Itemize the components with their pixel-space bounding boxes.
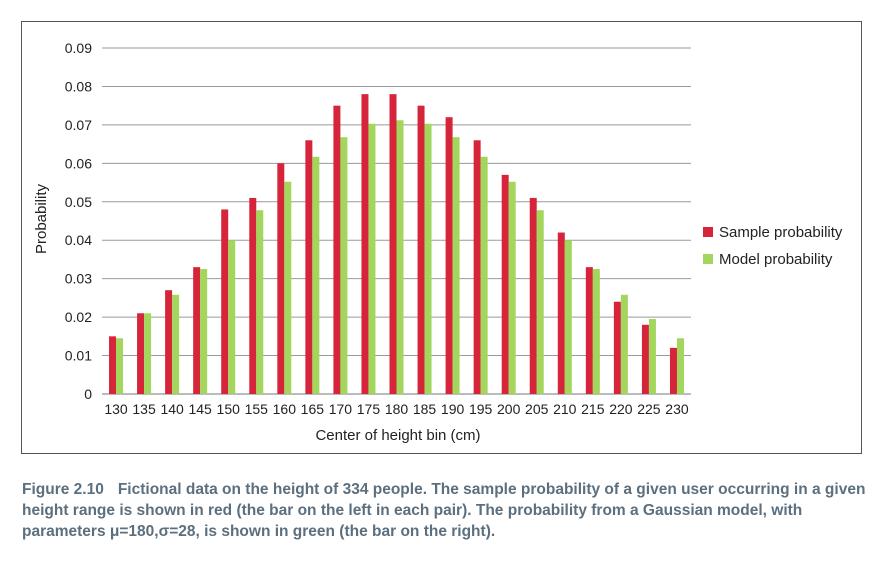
model-bar-155: [256, 210, 264, 394]
sample-bar-185: [417, 105, 425, 395]
model-bar-195: [480, 156, 488, 394]
figure-caption: Figure 2.10 Fictional data on the height …: [22, 479, 872, 542]
sample-bar-195: [473, 140, 481, 394]
y-tick-labels: 0 0.01 0.02 0.03 0.04 0.05 0.06 0.07 0.08 0.09: [65, 40, 92, 402]
sample-bar-130: [109, 336, 117, 394]
y-tick-label: 0.06: [65, 155, 92, 171]
x-tick-label: 180: [385, 401, 409, 417]
model-bar-200: [508, 181, 516, 394]
x-tick-label: 130: [104, 401, 128, 417]
sample-bar-160: [277, 163, 285, 394]
y-tick-label: 0.09: [65, 40, 92, 56]
sample-bar-215: [585, 267, 593, 394]
model-bar-180: [396, 120, 404, 394]
x-tick-label: 220: [609, 401, 633, 417]
model-bar-170: [340, 137, 348, 394]
model-bar-185: [424, 123, 432, 394]
x-tick-label: 195: [469, 401, 493, 417]
y-tick-label: 0.02: [65, 309, 92, 325]
legend-swatch-model: [703, 254, 713, 264]
model-bar-130: [116, 338, 124, 394]
sample-bar-175: [361, 94, 369, 394]
model-bar-145: [200, 269, 208, 394]
sample-bar-150: [221, 209, 229, 394]
x-tick-label: 230: [665, 401, 689, 417]
x-axis-title: Center of height bin (cm): [315, 427, 480, 444]
x-tick-label: 155: [245, 401, 269, 417]
model-bar-215: [592, 269, 600, 394]
x-tick-label: 225: [637, 401, 661, 417]
model-bar-160: [284, 181, 292, 394]
sample-bar-170: [333, 105, 341, 395]
model-bar-220: [620, 294, 628, 394]
chart-frame: 130 135 140 145 150 155 160 165 170 175 180 185 190 1…: [21, 21, 862, 454]
x-tick-label: 160: [273, 401, 297, 417]
model-bar-135: [144, 313, 152, 394]
sample-bar-190: [445, 117, 453, 394]
sample-bar-165: [305, 140, 313, 394]
x-tick-label: 150: [217, 401, 241, 417]
x-tick-label: 185: [413, 401, 437, 417]
y-axis-title: Probability: [33, 183, 50, 254]
sample-bar-210: [557, 232, 565, 394]
x-tick-labels: 130 135 140 145 150 155 160 165 170 175 180 185 190 1…: [104, 401, 689, 417]
x-tick-label: 145: [188, 401, 212, 417]
x-tick-label: 200: [497, 401, 521, 417]
sample-bar-155: [249, 197, 257, 394]
bars: [109, 94, 684, 395]
legend-swatch-sample: [703, 227, 713, 237]
legend-label-sample: Sample probability: [719, 224, 843, 241]
sample-bar-140: [165, 290, 173, 394]
legend: Sample probability Model probability: [703, 224, 843, 268]
model-bar-205: [536, 210, 544, 394]
x-tick-label: 165: [301, 401, 325, 417]
sample-bar-200: [501, 174, 509, 394]
model-bar-210: [564, 240, 572, 394]
x-tick-label: 215: [581, 401, 605, 417]
y-tick-label: 0.03: [65, 271, 92, 287]
x-tick-label: 135: [132, 401, 156, 417]
y-tick-label: 0: [84, 386, 92, 402]
y-tick-label: 0.08: [65, 78, 92, 94]
sample-bar-225: [641, 324, 649, 394]
bar-chart: 130 135 140 145 150 155 160 165 170 175 180 185 190 1…: [33, 40, 843, 444]
sample-bar-205: [529, 197, 537, 394]
model-bar-225: [648, 319, 656, 394]
x-tick-label: 175: [357, 401, 381, 417]
caption-label: Figure 2.10: [22, 481, 104, 498]
sample-bar-220: [613, 301, 621, 394]
y-tick-label: 0.04: [65, 232, 92, 248]
model-bar-175: [368, 123, 376, 394]
legend-label-model: Model probability: [719, 251, 833, 268]
model-bar-150: [228, 240, 236, 394]
model-bar-165: [312, 156, 320, 394]
model-bar-230: [676, 338, 684, 394]
x-tick-label: 210: [553, 401, 577, 417]
y-tick-label: 0.07: [65, 117, 92, 133]
x-tick-label: 140: [160, 401, 184, 417]
caption-text: Fictional data on the height of 334 peop…: [22, 481, 866, 540]
x-tick-label: 170: [329, 401, 353, 417]
x-tick-label: 190: [441, 401, 465, 417]
sample-bar-135: [137, 313, 145, 394]
model-bar-140: [172, 294, 180, 394]
x-tick-label: 205: [525, 401, 549, 417]
y-tick-label: 0.05: [65, 194, 92, 210]
y-tick-label: 0.01: [65, 348, 92, 364]
model-bar-190: [452, 137, 460, 394]
sample-bar-145: [193, 267, 201, 394]
sample-bar-180: [389, 94, 397, 394]
sample-bar-230: [669, 347, 677, 394]
